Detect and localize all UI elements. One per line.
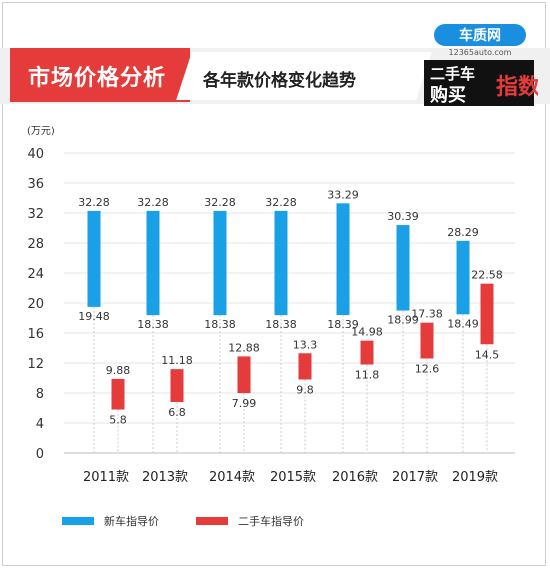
new-car-bar <box>274 210 288 316</box>
y-axis-label: (万元) <box>27 126 55 137</box>
logo-site-name: 车质网 <box>459 27 501 44</box>
used-car-low-label: 6.8 <box>168 406 186 419</box>
used-car-high-label: 11.18 <box>161 354 193 367</box>
new-car-bar <box>336 203 350 316</box>
new-car-low-label: 18.99 <box>387 314 419 327</box>
used-car-bar <box>170 369 184 402</box>
new-car-low-label: 18.49 <box>447 317 479 330</box>
used-car-low-label: 7.99 <box>232 397 257 410</box>
logo-pill <box>434 24 526 46</box>
new-car-low-label: 18.38 <box>265 318 297 331</box>
logo-line1: 二手车 <box>430 65 475 83</box>
logo-dark-box <box>424 60 534 106</box>
legend-label-new-car: 新车指导价 <box>104 514 159 528</box>
new-car-high-label: 32.28 <box>78 196 110 209</box>
y-tick-label: 36 <box>27 177 44 192</box>
x-tick-label: 2017款 <box>392 470 438 485</box>
y-tick-label: 8 <box>36 387 44 402</box>
logo-line2: 购买 <box>430 84 466 106</box>
used-car-bar <box>360 340 374 365</box>
new-car-bar <box>87 210 101 307</box>
used-car-low-label: 12.6 <box>415 363 440 376</box>
y-tick-label: 40 <box>27 147 44 162</box>
y-tick-label: 28 <box>27 237 44 252</box>
logo-url: 12365auto.com <box>449 48 512 57</box>
used-car-high-label: 12.88 <box>228 341 260 354</box>
new-car-high-label: 32.28 <box>204 196 236 209</box>
used-car-low-label: 9.8 <box>296 384 314 397</box>
x-tick-label: 2015款 <box>270 470 316 485</box>
y-tick-label: 32 <box>27 207 44 222</box>
x-tick-label: 2019款 <box>452 470 498 485</box>
new-car-low-label: 18.38 <box>137 318 169 331</box>
new-car-high-label: 33.29 <box>327 188 359 201</box>
new-car-bar <box>213 210 227 316</box>
new-car-low-label: 18.38 <box>204 318 236 331</box>
used-car-bar <box>111 378 125 410</box>
x-tick-label: 2011款 <box>83 470 129 485</box>
used-car-high-label: 9.88 <box>106 364 131 377</box>
new-car-high-label: 30.39 <box>387 210 419 223</box>
y-tick-label: 16 <box>27 327 44 342</box>
used-car-high-label: 14.98 <box>351 326 383 339</box>
brand-logo: 车质网 12365auto.com 二手车 购买 指数 <box>420 24 541 110</box>
new-car-low-label: 18.39 <box>327 318 359 331</box>
legend-swatch-used-car <box>196 517 228 525</box>
used-car-high-label: 17.38 <box>411 308 443 321</box>
used-car-bar <box>420 322 434 359</box>
used-car-bar <box>298 353 312 380</box>
legend-swatch-new-car <box>62 517 94 525</box>
x-tick-label: 2016款 <box>332 470 378 485</box>
new-car-bar <box>456 240 470 315</box>
used-car-low-label: 14.5 <box>475 348 500 361</box>
page-subtitle: 各年款价格变化趋势 <box>203 71 356 91</box>
new-car-high-label: 32.28 <box>137 196 169 209</box>
title-block <box>10 48 190 102</box>
new-car-bar <box>396 225 410 311</box>
legend-label-used-car: 二手车指导价 <box>238 514 304 528</box>
y-tick-label: 20 <box>27 297 44 312</box>
new-car-low-label: 19.48 <box>78 310 110 323</box>
y-tick-label: 0 <box>36 447 44 462</box>
y-tick-label: 24 <box>27 267 44 282</box>
used-car-bar <box>237 356 251 394</box>
used-car-high-label: 22.58 <box>471 269 503 282</box>
x-tick-label: 2014款 <box>209 470 255 485</box>
page-title: 市场价格分析 <box>28 66 167 91</box>
logo-badge: 指数 <box>496 74 538 100</box>
used-car-high-label: 13.3 <box>293 338 318 351</box>
new-car-high-label: 28.29 <box>447 226 479 239</box>
used-car-low-label: 5.8 <box>109 414 127 427</box>
new-car-high-label: 32.28 <box>265 196 297 209</box>
new-car-bar <box>146 210 160 316</box>
y-tick-label: 4 <box>36 417 44 432</box>
brand-logo-graphic: 车质网 12365auto.com 二手车 购买 指数 <box>424 24 541 106</box>
used-car-low-label: 11.8 <box>355 369 380 382</box>
y-tick-label: 12 <box>27 357 44 372</box>
used-car-bar <box>480 283 494 345</box>
x-tick-label: 2013款 <box>142 470 188 485</box>
